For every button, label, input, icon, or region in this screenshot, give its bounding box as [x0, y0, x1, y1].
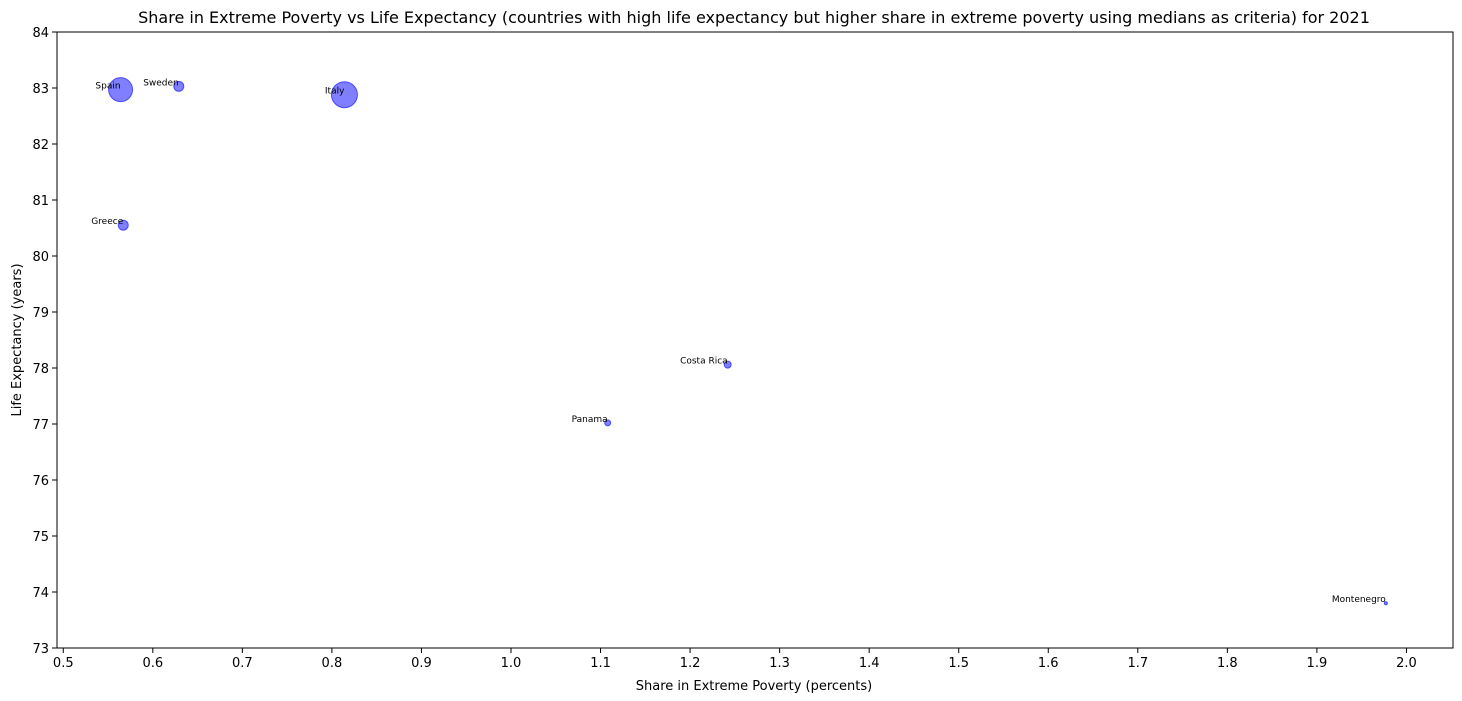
- x-tick-label: 0.9: [411, 656, 432, 671]
- data-point-label: Italy: [325, 87, 345, 97]
- x-axis-label: Share in Extreme Poverty (percents): [636, 679, 872, 694]
- data-point: [330, 81, 358, 109]
- x-tick-label: 0.7: [232, 656, 253, 671]
- x-tick-label: 1.2: [680, 656, 701, 671]
- data-point: [108, 77, 134, 103]
- y-tick-label: 78: [32, 362, 49, 377]
- x-tick-label: 0.8: [322, 656, 343, 671]
- data-point-label: Montenegro: [1332, 595, 1386, 605]
- x-axis: 0.5 0.6 0.7 0.8 0.9 1.0 1.1 1.2 1.3 1.4 1.5 1.6 1.7 1…: [53, 648, 1417, 671]
- x-tick-label: 0.5: [53, 656, 74, 671]
- data-point: [604, 419, 612, 427]
- data-point-label: Costa Rica: [680, 357, 728, 367]
- x-tick-label: 1.9: [1307, 656, 1328, 671]
- data-point: [1383, 601, 1388, 606]
- data-point: [117, 219, 129, 231]
- y-axis: 73 74 75 76 77 78 79 80 81 82 83 84: [32, 26, 57, 657]
- y-tick-label: 81: [32, 194, 49, 209]
- y-tick-label: 76: [32, 474, 49, 489]
- x-tick-label: 1.5: [948, 656, 969, 671]
- x-tick-label: 1.7: [1127, 656, 1148, 671]
- x-tick-label: 0.6: [142, 656, 163, 671]
- data-point-label: Greece: [91, 217, 123, 227]
- y-tick-label: 80: [32, 250, 49, 265]
- y-axis-label: Life Expectancy (years): [10, 263, 25, 416]
- plot-area: Spain Sweden Italy Greece Costa Rica Panama Mo…: [91, 77, 1388, 606]
- x-tick-label: 1.1: [590, 656, 611, 671]
- y-tick-label: 77: [32, 418, 49, 433]
- x-tick-label: 2.0: [1396, 656, 1417, 671]
- y-tick-label: 73: [32, 642, 49, 657]
- y-tick-label: 83: [32, 82, 49, 97]
- data-point: [173, 80, 185, 92]
- data-point: [723, 360, 732, 369]
- x-tick-label: 1.0: [501, 656, 522, 671]
- y-tick-label: 82: [32, 138, 49, 153]
- data-point-label: Spain: [95, 82, 120, 92]
- x-tick-label: 1.3: [769, 656, 790, 671]
- x-tick-label: 1.6: [1038, 656, 1059, 671]
- y-tick-label: 79: [32, 306, 49, 321]
- x-tick-label: 1.4: [859, 656, 880, 671]
- chart-title: Share in Extreme Poverty vs Life Expecta…: [138, 8, 1370, 27]
- data-point-label: Sweden: [143, 78, 179, 88]
- y-tick-label: 84: [32, 26, 49, 41]
- data-point-label: Panama: [572, 415, 608, 425]
- y-tick-label: 75: [32, 530, 49, 545]
- y-tick-label: 74: [32, 586, 49, 601]
- plot-frame: [56, 31, 1454, 649]
- x-tick-label: 1.8: [1217, 656, 1238, 671]
